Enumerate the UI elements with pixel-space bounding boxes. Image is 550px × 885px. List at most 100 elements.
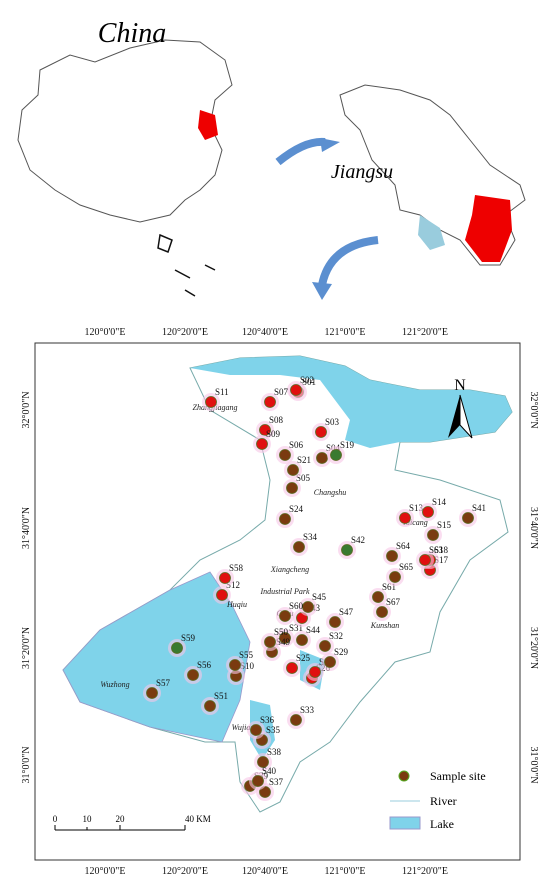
site-label: S41 bbox=[472, 503, 486, 513]
site-label: S11 bbox=[215, 387, 229, 397]
lon-label: 120°0'0"E bbox=[85, 327, 126, 338]
site-label: S13 bbox=[409, 503, 424, 513]
legend-label: River bbox=[430, 794, 457, 808]
sample-site bbox=[279, 513, 291, 525]
lon-label: 120°20'0"E bbox=[162, 866, 208, 877]
sample-site bbox=[462, 512, 474, 524]
sample-site bbox=[146, 687, 158, 699]
lon-label: 121°0'0"E bbox=[325, 327, 366, 338]
sample-site bbox=[171, 642, 183, 654]
yangtze bbox=[190, 356, 512, 448]
sample-site bbox=[290, 384, 302, 396]
sample-site bbox=[279, 449, 291, 461]
lon-label: 120°20'0"E bbox=[162, 327, 208, 338]
lat-label: 31°0'0"N bbox=[21, 746, 32, 783]
sample-site bbox=[422, 506, 434, 518]
jiangsu-highlight bbox=[198, 110, 218, 140]
islands bbox=[157, 233, 216, 297]
site-label: S37 bbox=[269, 777, 284, 787]
site-label: S61 bbox=[382, 582, 396, 592]
site-label: S06 bbox=[289, 440, 304, 450]
sample-site bbox=[386, 550, 398, 562]
sample-site bbox=[309, 666, 321, 678]
lat-label: 32°0'0"N bbox=[21, 391, 32, 428]
sample-site bbox=[427, 529, 439, 541]
sample-site bbox=[252, 775, 264, 787]
site-label: S33 bbox=[300, 705, 315, 715]
sample-site bbox=[187, 669, 199, 681]
scale-label: 10 bbox=[83, 814, 93, 824]
site-label: S42 bbox=[351, 535, 365, 545]
sample-site bbox=[264, 396, 276, 408]
site-label: S21 bbox=[297, 455, 311, 465]
place-label: Industrial Park bbox=[259, 587, 310, 596]
sample-site bbox=[372, 591, 384, 603]
site-label: S26 bbox=[316, 663, 331, 673]
site-label: S31 bbox=[289, 623, 303, 633]
arrow bbox=[275, 137, 326, 166]
scale-label: 40 KM bbox=[185, 814, 211, 824]
lon-label: 121°20'0"E bbox=[402, 866, 448, 877]
legend-lake-symbol bbox=[389, 816, 421, 830]
site-label: S63 bbox=[429, 545, 444, 555]
scale-label: 20 bbox=[116, 814, 126, 824]
scale-label: 0 bbox=[53, 814, 58, 824]
suzhou-highlight bbox=[465, 195, 512, 262]
legend-site-symbol bbox=[398, 770, 410, 782]
china-label: China bbox=[98, 18, 166, 49]
site-label: S55 bbox=[239, 650, 254, 660]
sample-site bbox=[399, 512, 411, 524]
site-label: S50 bbox=[274, 627, 289, 637]
site-label: S07 bbox=[274, 387, 289, 397]
lake bbox=[418, 215, 445, 250]
lat-label: 31°20'0"N bbox=[528, 627, 539, 669]
sample-site bbox=[290, 714, 302, 726]
sample-site bbox=[389, 571, 401, 583]
site-label: S10 bbox=[240, 661, 255, 671]
sample-site bbox=[293, 541, 305, 553]
sample-site bbox=[316, 452, 328, 464]
site-label: S56 bbox=[197, 660, 212, 670]
north-arrow bbox=[459, 394, 473, 439]
site-label: S65 bbox=[399, 562, 414, 572]
sample-site bbox=[279, 610, 291, 622]
site-label: S25 bbox=[296, 653, 311, 663]
lat-label: 31°0'0"N bbox=[528, 746, 539, 783]
lon-label: 121°20'0"E bbox=[402, 327, 448, 338]
site-label: S51 bbox=[214, 691, 228, 701]
sample-site bbox=[256, 438, 268, 450]
lat-label: 31°40'0"N bbox=[528, 507, 539, 549]
china-outline bbox=[17, 39, 233, 223]
place-label: Xiangcheng bbox=[270, 565, 309, 574]
sample-site bbox=[250, 724, 262, 736]
sample-site bbox=[319, 640, 331, 652]
site-label: S67 bbox=[386, 597, 401, 607]
sample-site bbox=[257, 756, 269, 768]
north-label: N bbox=[454, 377, 466, 394]
site-label: S44 bbox=[306, 625, 321, 635]
site-label: S17 bbox=[434, 555, 449, 565]
sample-site bbox=[286, 662, 298, 674]
lon-label: 120°40'0"E bbox=[242, 866, 288, 877]
lat-label: 31°40'0"N bbox=[21, 507, 32, 549]
sample-site bbox=[204, 700, 216, 712]
place-label: Changshu bbox=[314, 488, 346, 497]
sample-site bbox=[376, 606, 388, 618]
sample-site bbox=[264, 636, 276, 648]
site-label: S15 bbox=[437, 520, 452, 530]
site-label: S18 bbox=[434, 545, 449, 555]
arrow-head bbox=[320, 138, 340, 152]
sample-site bbox=[259, 424, 271, 436]
site-label: S08 bbox=[269, 415, 284, 425]
jiangsu-label: Jiangsu bbox=[331, 161, 393, 183]
site-label: S34 bbox=[303, 532, 318, 542]
place-label: Kunshan bbox=[370, 621, 399, 630]
sample-site bbox=[287, 464, 299, 476]
sample-site bbox=[216, 589, 228, 601]
lon-label: 120°0'0"E bbox=[85, 866, 126, 877]
site-label: S02 bbox=[300, 375, 314, 385]
sample-site bbox=[296, 634, 308, 646]
site-label: S47 bbox=[339, 607, 354, 617]
site-label: S35 bbox=[266, 725, 281, 735]
site-label: S24 bbox=[289, 504, 304, 514]
